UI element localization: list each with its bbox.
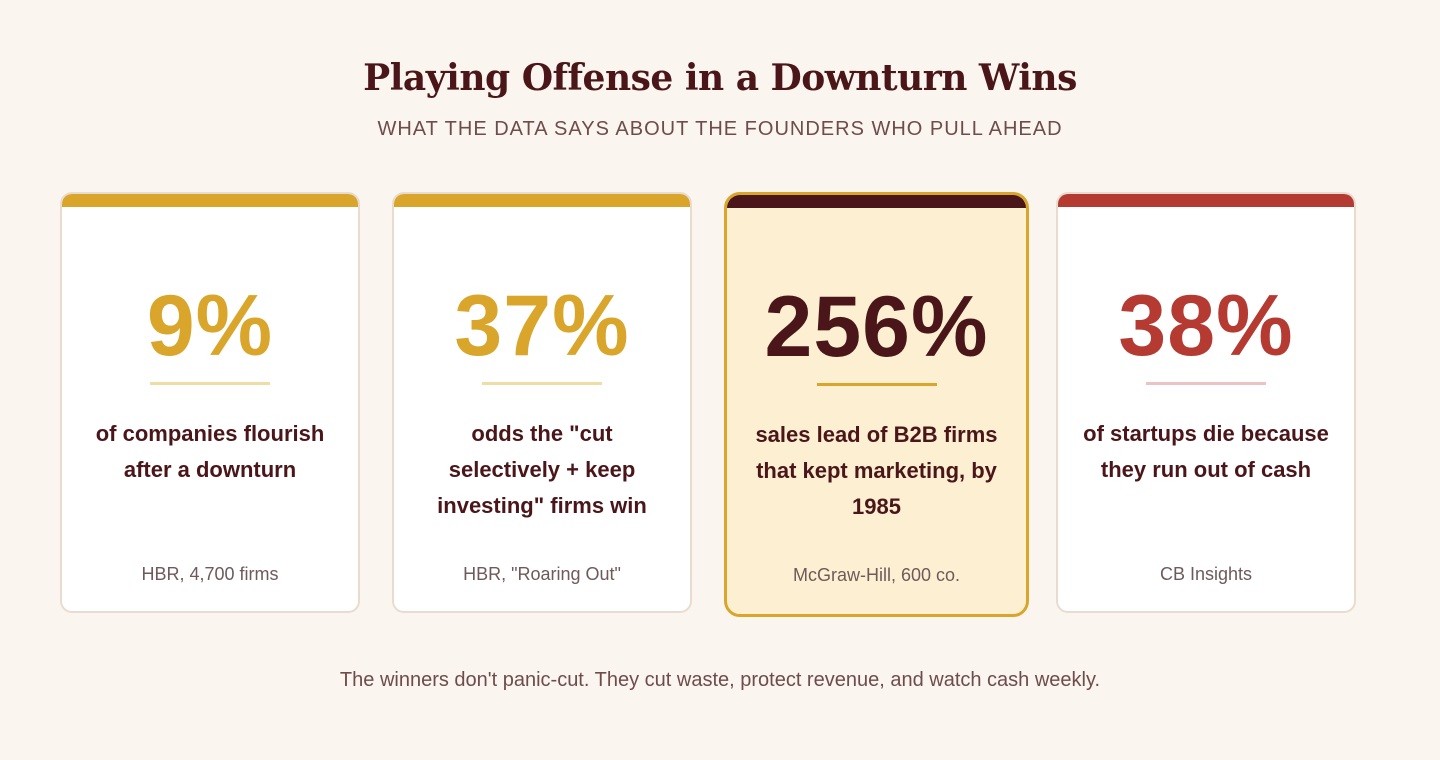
card-accent-bar xyxy=(1058,194,1354,207)
card-accent-bar xyxy=(62,194,358,207)
footer-note: The winners don't panic-cut. They cut wa… xyxy=(339,669,1101,691)
page-title: Playing Offense in a Downturn Wins xyxy=(363,57,1077,99)
page-subtitle: WHAT THE DATA SAYS ABOUT THE FOUNDERS WH… xyxy=(377,118,1063,140)
stat-source: CB Insights xyxy=(1159,564,1253,584)
stat-source: HBR, 4,700 firms xyxy=(141,564,279,584)
stat-value: 37% xyxy=(454,278,630,374)
stat-source: McGraw-Hill, 600 co. xyxy=(792,565,961,585)
card-accent-bar xyxy=(394,194,690,207)
stat-description: of companies flourish after a downturn xyxy=(95,421,325,482)
stat-card-highlighted: 256% sales lead of B2B firms that kept m… xyxy=(724,192,1029,617)
card-accent-bar xyxy=(727,195,1026,208)
stat-description: of startups die because they run out of … xyxy=(1083,421,1329,482)
stat-value: 38% xyxy=(1118,278,1294,374)
stat-card: 37% odds the "cut selectively + keep inv… xyxy=(392,192,692,613)
card-divider xyxy=(150,382,270,385)
stat-description: sales lead of B2B firms that kept market… xyxy=(755,422,998,519)
card-divider xyxy=(1146,382,1266,385)
stat-source: HBR, "Roaring Out" xyxy=(463,564,621,584)
card-divider xyxy=(482,382,602,385)
card-divider xyxy=(816,383,937,386)
stat-card: 38% of startups die because they run out… xyxy=(1056,192,1356,613)
stat-card: 9% of companies flourish after a downtur… xyxy=(60,192,360,613)
stat-value: 256% xyxy=(764,279,989,375)
stat-description: odds the "cut selectively + keep investi… xyxy=(437,421,647,518)
stat-value: 9% xyxy=(146,278,274,374)
